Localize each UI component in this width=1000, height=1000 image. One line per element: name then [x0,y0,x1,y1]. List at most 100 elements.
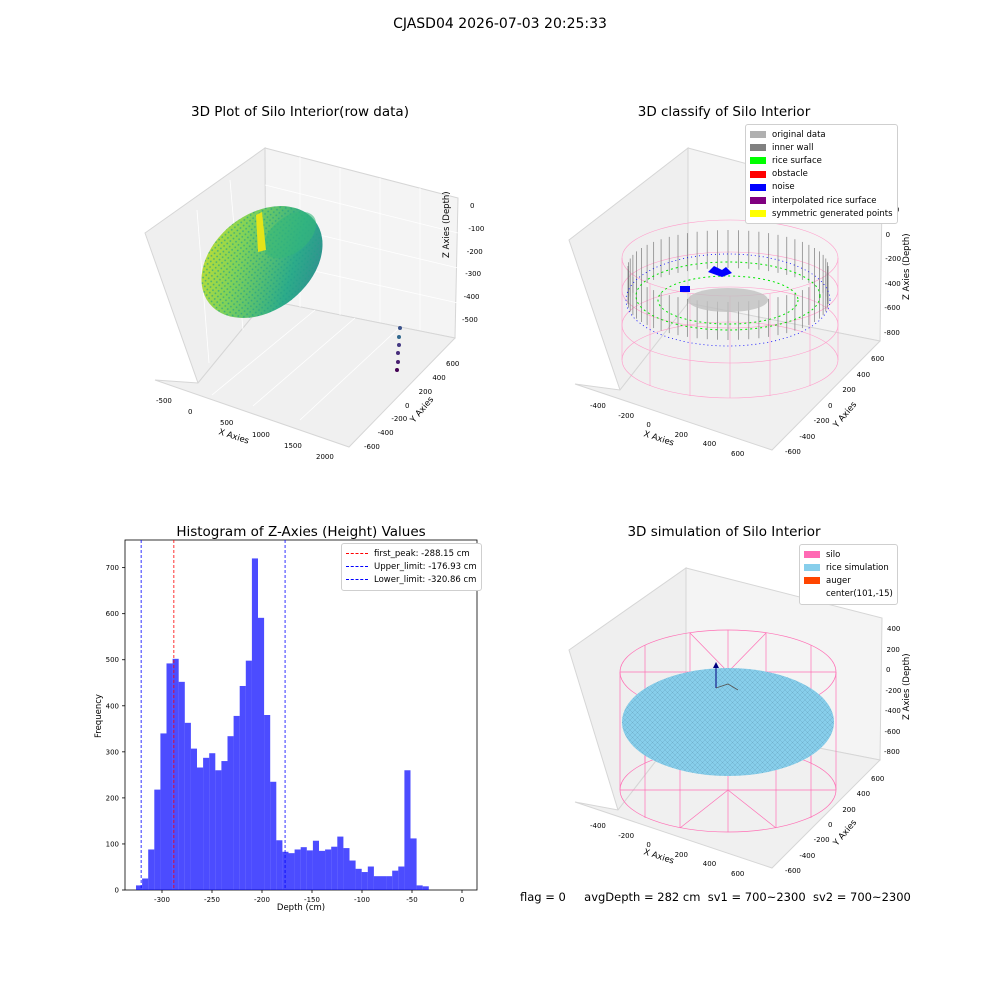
panel1-outliers [395,326,402,372]
histogram-bar [373,876,380,890]
histogram-bar [337,836,344,890]
figure-title: CJASD04 2026-07-03 20:25:33 [393,16,607,32]
panel2-original-data [688,288,768,312]
y-tick-label: 500 [106,656,119,664]
panel4-center-marker [713,662,739,691]
legend-swatch [750,183,766,191]
panel4-title: 3D simulation of Silo Interior [627,524,821,540]
y-tick-label: 300 [106,748,119,756]
legend-label: noise [772,182,795,193]
histogram-bar [300,847,307,890]
histogram-bar [422,886,429,890]
legend-interpolated: interpolated rice surface [750,194,893,207]
legend-swatch [750,144,766,152]
histogram-bar [160,733,167,890]
avg-depth-value: avgDepth = 282 cm [584,890,701,904]
histogram-bar [276,840,283,890]
legend-label: rice surface [772,155,822,166]
histogram-bar [306,850,313,890]
histogram-bar [343,848,350,890]
legend-upper-limit: Upper_limit: -176.93 cm [346,560,477,573]
y-tick-label: 400 [106,702,119,710]
histogram-reference-lines [140,540,286,890]
legend-obstacle: obstacle [750,168,893,181]
panel2-title: 3D classify of Silo Interior [637,104,811,120]
histogram-bar [239,685,246,890]
legend-label: center(101,-15) [826,589,893,600]
histogram-bar [251,558,258,890]
panel2-legend: original data inner wall rice surface ob… [745,124,898,225]
flag-value: flag = 0 [520,890,566,904]
panel3-title: Histogram of Z-Axies (Height) Values [176,524,426,540]
legend-label: original data [772,129,826,140]
histogram-bar [148,849,155,890]
histogram-bar [258,617,265,890]
panel2-silo-wireframe [621,219,839,399]
legend-label: symmetric generated points [772,208,893,219]
histogram-bar [215,770,222,890]
histogram-bar [197,767,204,890]
legend-auger: auger [804,574,893,587]
legend-rice-surface: rice surface [750,154,893,167]
histogram-bar [209,753,216,890]
histogram-bar [386,876,393,890]
histogram-bar [392,870,399,890]
histogram-bar [355,868,362,890]
histogram-x-ticks: -300 -250 -200 -150 -100 -50 0 [154,890,464,904]
legend-label: rice simulation [826,562,889,573]
panel2-noise [625,253,831,347]
histogram-legend: first_peak: -288.15 cm Upper_limit: -176… [341,543,482,591]
legend-swatch [804,577,820,585]
x-tick-label: -50 [406,896,417,904]
legend-line [346,579,368,581]
histogram-bar [270,781,277,890]
panel2-pane-floor [574,302,882,451]
histogram-bar [184,722,191,890]
legend-rice-simulation: rice simulation [804,561,893,574]
histogram-bar [325,849,332,890]
legend-label: obstacle [772,169,808,180]
histogram-bar [404,770,411,890]
y-tick-label: 700 [106,564,119,572]
histogram-bar [367,866,374,890]
legend-swatch [750,197,766,205]
legend-first-peak: first_peak: -288.15 cm [346,547,477,560]
histogram-bar [166,663,173,890]
histogram-bar [416,885,423,890]
status-line: flag = 0 avgDepth = 282 cm sv1 = 700~230… [520,890,911,904]
histogram-bar [172,658,179,890]
legend-label: Lower_limit: -320.86 cm [374,574,477,585]
histogram-bar [361,872,368,890]
histogram-bar [221,761,228,890]
histogram-bar [319,850,326,890]
y-tick-label: 600 [106,610,119,618]
x-tick-label: -100 [354,896,370,904]
legend-line [346,553,368,555]
legend-swatch [804,551,820,559]
legend-label: first_peak: -288.15 cm [374,548,470,559]
legend-swatch [750,131,766,139]
legend-lower-limit: Lower_limit: -320.86 cm [346,573,477,586]
legend-label: inner wall [772,142,814,153]
legend-symmetric: symmetric generated points [750,207,893,220]
histogram-bar [136,885,143,890]
panel1-title: 3D Plot of Silo Interior(row data) [191,104,409,120]
legend-line [346,566,368,568]
y-tick-label: 100 [106,840,119,848]
panel4-zlabel: Z Axies (Depth) [902,653,912,720]
histogram-bar [294,849,301,890]
legend-swatch [750,210,766,218]
histogram-bar [398,866,405,890]
histogram-y-ticks: 0 100 200 300 400 500 600 700 [106,564,125,895]
legend-label: Upper_limit: -176.93 cm [374,561,477,572]
histogram-bar [227,736,234,890]
histogram-bar [312,840,319,890]
y-tick-label: 0 [115,887,119,895]
x-tick-label: -300 [154,896,170,904]
histogram-bars [136,558,429,890]
histogram-bar [178,681,185,890]
panel4-legend: silo rice simulation auger center(101,-1… [799,544,898,605]
